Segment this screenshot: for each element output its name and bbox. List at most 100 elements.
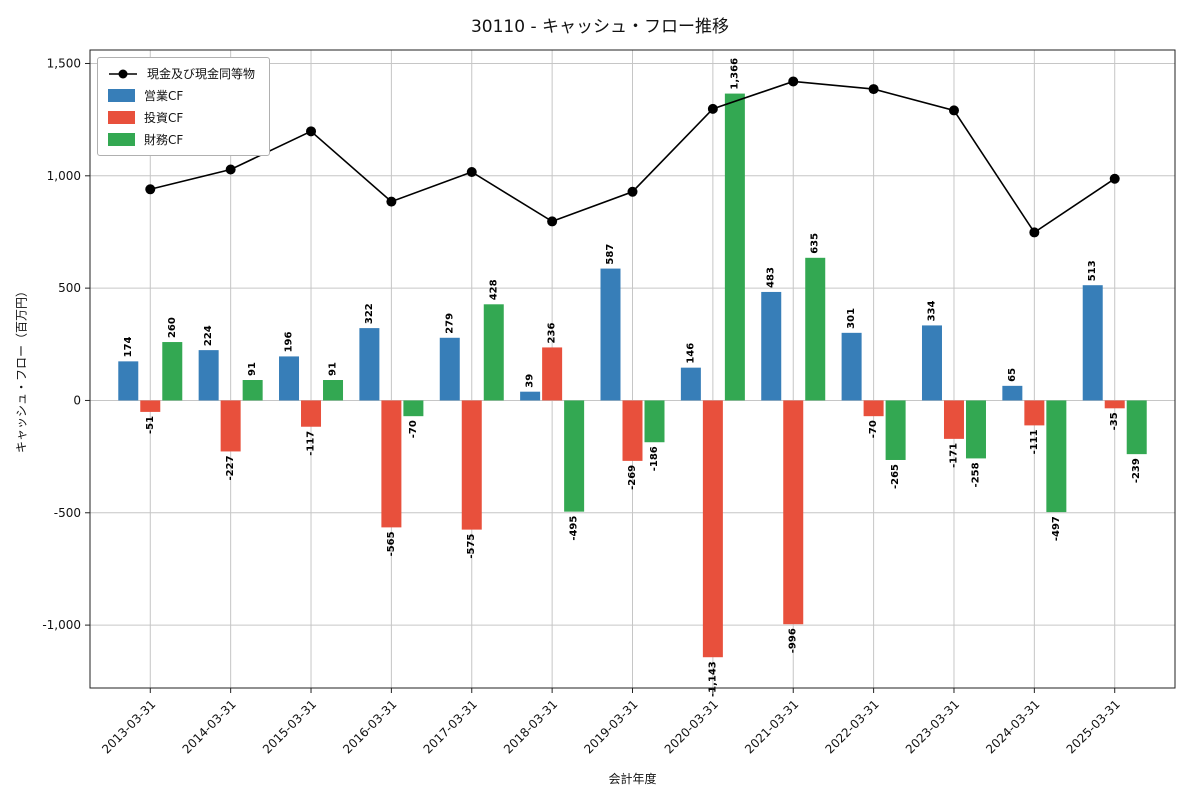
bar (403, 400, 424, 417)
line-marker (466, 166, 477, 177)
x-tick-label: 2022-03-31 (823, 697, 882, 756)
x-tick-label: 2024-03-31 (983, 697, 1042, 756)
legend-color-swatch-icon (108, 133, 135, 146)
bar (198, 350, 219, 401)
bar (1046, 400, 1067, 513)
bar-value-labels: 174 224 196 322 279 39 587 146 483 301 334 65 513 -51… (123, 58, 1142, 697)
line-marker (627, 186, 638, 197)
y-tick-label: 500 (58, 281, 81, 295)
bar (841, 332, 862, 401)
x-tick-label: 2014-03-31 (180, 697, 239, 756)
bar (140, 400, 161, 412)
legend-line-marker-icon (109, 69, 137, 78)
line-marker (547, 216, 558, 227)
bar (680, 367, 701, 401)
line-series (145, 76, 1120, 238)
bar-series-0 (118, 268, 1103, 401)
bar-value-label: -111 (1029, 429, 1040, 454)
legend-item-1: 営業CF (108, 87, 255, 104)
line-marker (1109, 173, 1120, 184)
bar-series-1 (140, 347, 1125, 658)
bar-value-label: 146 (685, 343, 696, 364)
bar (622, 400, 643, 461)
bar (520, 391, 541, 401)
bar-value-label: -239 (1131, 458, 1142, 483)
line-marker (306, 126, 317, 137)
bar (943, 400, 964, 439)
bar (461, 400, 482, 530)
bar-value-label: -1,143 (707, 661, 718, 697)
bar-value-label: 39 (525, 374, 536, 388)
bar-series-2 (162, 93, 1147, 513)
y-tick-label: -500 (54, 506, 81, 520)
bar-value-label: 301 (846, 308, 857, 329)
bar-value-label: 334 (926, 301, 937, 322)
x-tick-label: 2019-03-31 (581, 697, 640, 756)
bar (381, 400, 402, 528)
bar-value-label: -495 (569, 516, 580, 541)
bar (600, 268, 621, 401)
bar (761, 291, 782, 401)
x-tick-label: 2025-03-31 (1064, 697, 1123, 756)
x-tick-label: 2013-03-31 (99, 697, 158, 756)
bar (279, 356, 300, 401)
bar-value-label: -575 (466, 534, 477, 559)
bar (805, 257, 826, 401)
bar-value-label: -70 (408, 420, 419, 438)
bar-value-label: 428 (488, 279, 499, 300)
legend-label: 投資CF (144, 111, 184, 125)
bar (1082, 285, 1103, 401)
x-tick-label: 2015-03-31 (260, 697, 319, 756)
bar-value-label: 91 (247, 362, 258, 376)
y-tick-label: 1,000 (47, 169, 81, 183)
y-tick-label: 0 (73, 393, 81, 407)
legend-label: 営業CF (144, 89, 184, 103)
bar-value-label: 635 (810, 233, 821, 254)
line-marker (868, 84, 879, 95)
legend-item-0: 現金及び現金同等物 (108, 65, 255, 82)
bar (1104, 400, 1125, 409)
line-marker (948, 105, 959, 116)
bar-value-label: -258 (970, 462, 981, 487)
chart-legend: 現金及び現金同等物 営業CF 投資CF 財務CF (97, 57, 271, 156)
bar (301, 400, 322, 427)
bar-value-label: -171 (948, 443, 959, 468)
legend-label: 現金及び現金同等物 (147, 67, 256, 81)
legend-color-swatch-icon (108, 111, 135, 124)
bar-value-label: 91 (328, 362, 339, 376)
bar (1002, 385, 1023, 401)
bar (1024, 400, 1045, 426)
grid-lines (90, 50, 1175, 688)
x-tick-label: 2021-03-31 (742, 697, 801, 756)
legend-item-3: 財務CF (108, 131, 255, 148)
legend-label: 財務CF (144, 133, 184, 147)
bar-value-label: -70 (868, 420, 879, 438)
bar (323, 380, 344, 401)
x-tick-label: 2020-03-31 (662, 697, 721, 756)
line-marker (225, 164, 236, 175)
bar (564, 400, 585, 512)
bar (359, 328, 380, 401)
line-marker (788, 76, 799, 87)
bar-value-label: -497 (1051, 516, 1062, 541)
bar (1126, 400, 1147, 455)
y-tick-label: 1,500 (47, 56, 81, 70)
y-axis-label: キャッシュ・フロー（百万円） (14, 284, 29, 454)
bar (162, 342, 183, 401)
x-tick-label: 2016-03-31 (340, 697, 399, 756)
bar-value-label: 279 (444, 313, 455, 334)
bar (702, 400, 723, 658)
line-marker (386, 196, 397, 207)
bar-value-label: -269 (627, 465, 638, 490)
x-tick-label: 2017-03-31 (421, 697, 480, 756)
bar-value-label: 322 (364, 303, 375, 324)
bar (483, 304, 504, 401)
bar-value-label: 224 (203, 325, 214, 346)
bar (644, 400, 665, 443)
x-tick-label: 2018-03-31 (501, 697, 560, 756)
chart-title: 30110 - キャッシュ・フロー推移 (470, 17, 730, 37)
line-marker (1029, 227, 1040, 238)
bar (118, 361, 139, 401)
bar (220, 400, 241, 452)
